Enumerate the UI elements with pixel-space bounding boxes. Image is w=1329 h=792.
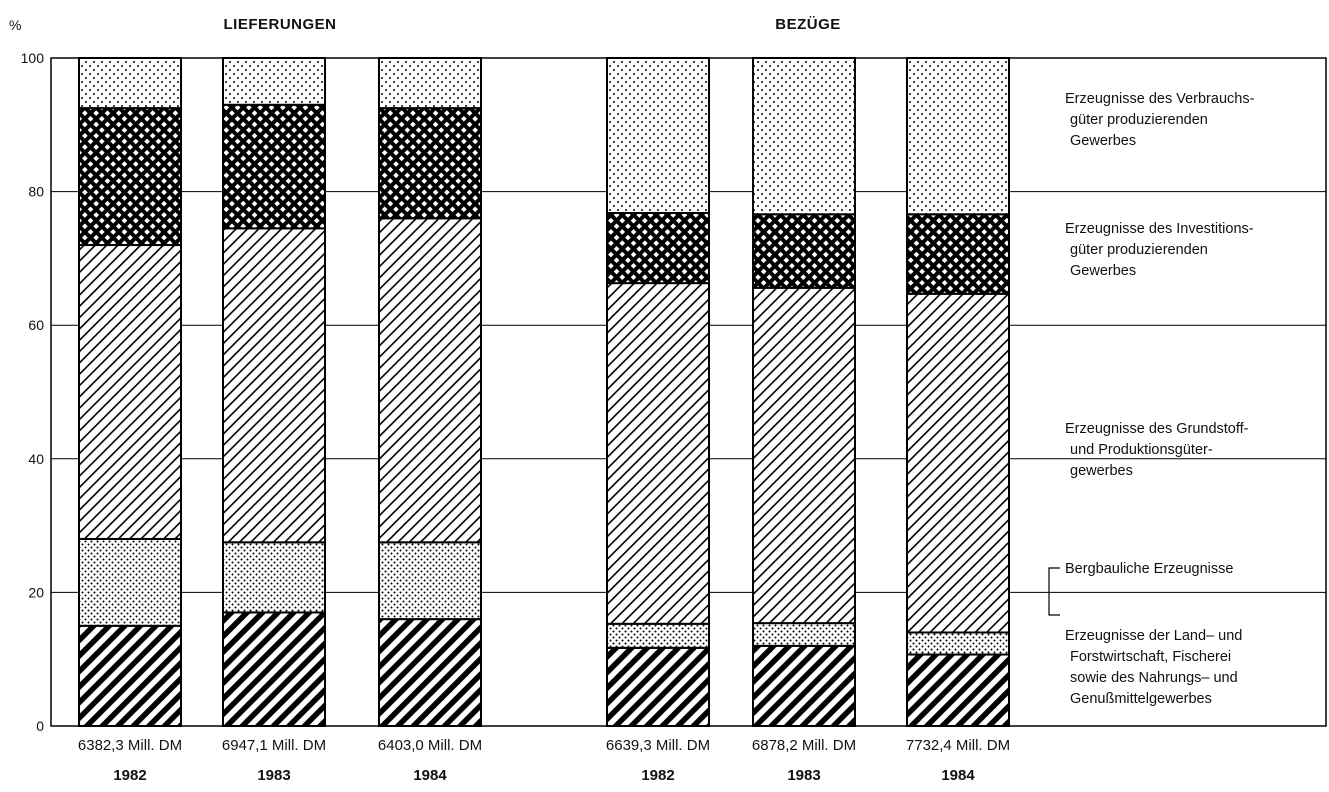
legend-entry-line: Bergbauliche Erzeugnisse [1065, 561, 1233, 577]
legend-entry-line: Erzeugnisse der Land– und [1065, 628, 1242, 644]
bar-segment [606, 211, 710, 285]
bar-segment [606, 282, 710, 625]
legend-entry-line: Erzeugnisse des Grundstoff- [1065, 421, 1249, 437]
legend-entry: Bergbauliche Erzeugnisse [1065, 561, 1233, 577]
bar-segment [906, 57, 1010, 216]
bar-segment [378, 217, 482, 544]
bar-segment [78, 624, 182, 727]
legend-entry: Erzeugnisse der Land– und Forstwirtschaft… [1065, 628, 1242, 707]
bar-segment [378, 57, 482, 110]
bar-segment [78, 107, 182, 247]
legend-entry: Erzeugnisse des Investitions-güter produ… [1065, 221, 1254, 279]
bar-segment [78, 537, 182, 627]
bar-segment [906, 631, 1010, 656]
y-tick-label: 0 [36, 718, 44, 734]
bar-segment [906, 213, 1010, 295]
bar-segment [752, 644, 856, 728]
y-tick-label: 20 [28, 584, 44, 600]
bar-segment [606, 646, 710, 727]
bar-segment [378, 107, 482, 220]
bar-year-label: 1982 [641, 767, 674, 784]
bar-amount-label: 7732,4 Mill. DM [906, 737, 1010, 754]
y-tick-label: 100 [21, 50, 45, 66]
bar-segment [222, 57, 326, 106]
bar-segment [752, 622, 856, 647]
bar-amount-label: 6639,3 Mill. DM [606, 737, 710, 754]
bar-segment [606, 57, 710, 214]
bar-segment [906, 653, 1010, 727]
group-title: BEZÜGE [775, 16, 841, 33]
legend-entry-line: sowie des Nahrungs– und [1070, 670, 1238, 686]
group-title: LIEFERUNGEN [223, 16, 336, 33]
y-tick-label: 80 [28, 184, 44, 200]
bar-amount-label: 6403,0 Mill. DM [378, 737, 482, 754]
y-tick-label: 60 [28, 317, 44, 333]
legend-entry-line: Forstwirtschaft, Fischerei [1070, 649, 1231, 665]
bar-year-label: 1983 [257, 767, 290, 784]
bar-segment [222, 541, 326, 614]
x-axis-labels: 6382,3 Mill. DM 1982 6947,1 Mill. DM 1983 64… [78, 737, 1010, 784]
bar-amount-label: 6947,1 Mill. DM [222, 737, 326, 754]
bar-segment [222, 227, 326, 544]
y-axis-unit: % [9, 17, 21, 33]
legend-entry: Erzeugnisse des Verbrauchs-güter produzi… [1065, 91, 1255, 149]
bar-amount-label: 6878,2 Mill. DM [752, 737, 856, 754]
bar-segment [752, 57, 856, 216]
bar-segment [752, 286, 856, 625]
legend-entry-line: Gewerbes [1070, 263, 1136, 279]
legend-entry-line: Erzeugnisse des Investitions- [1065, 221, 1254, 237]
legend-entry-line: Erzeugnisse des Verbrauchs- [1065, 91, 1255, 107]
legend-entry-line: güter produzierenden [1070, 242, 1208, 258]
bar-year-label: 1984 [413, 767, 447, 784]
bar-year-label: 1983 [787, 767, 820, 784]
bar-amount-label: 6382,3 Mill. DM [78, 737, 182, 754]
legend: Erzeugnisse der Land– und Forstwirtschaft… [1048, 91, 1255, 707]
bar-segment [606, 622, 710, 649]
bar-year-label: 1984 [941, 767, 975, 784]
bar-segment [222, 611, 326, 727]
bar-segment [78, 244, 182, 540]
legend-entry-line: gewerbes [1070, 463, 1133, 479]
group-titles: LIEFERUNGEN BEZÜGE [223, 16, 840, 33]
bars [78, 57, 1010, 728]
legend-entry-line: und Produktionsgüter- [1070, 442, 1213, 458]
bar-segment [752, 213, 856, 289]
bar-segment [222, 103, 326, 230]
bar-segment [378, 541, 482, 621]
bar-year-label: 1982 [113, 767, 146, 784]
legend-entry-line: Gewerbes [1070, 133, 1136, 149]
y-tick-label: 40 [28, 451, 44, 467]
legend-entry-line: Genußmittelgewerbes [1070, 691, 1212, 707]
y-axis-ticks: 0 20 40 60 80 100 [21, 50, 45, 734]
bar-segment [78, 57, 182, 110]
legend-entry: Erzeugnisse des Grundstoff-und Produktio… [1065, 421, 1249, 479]
bar-segment [378, 618, 482, 727]
legend-bracket [1048, 567, 1060, 616]
bar-segment [906, 292, 1010, 634]
legend-entry-line: güter produzierenden [1070, 112, 1208, 128]
